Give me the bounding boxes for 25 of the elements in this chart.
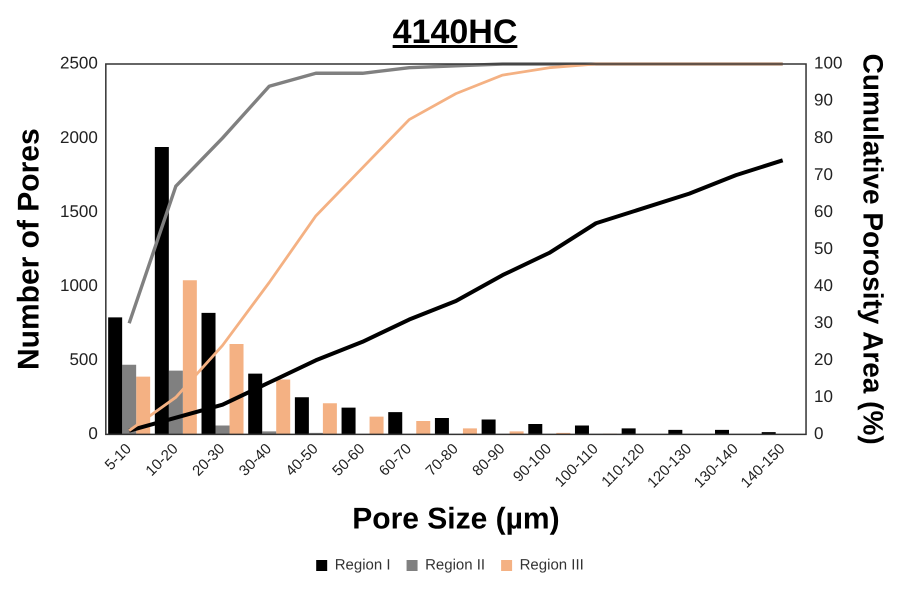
y2-tick-label: 10 [814, 387, 833, 406]
legend-label: Region I [334, 556, 391, 574]
y2-tick-label: 70 [814, 164, 833, 184]
y-tick-label: 1500 [60, 202, 98, 221]
y2-tick-label: 60 [814, 202, 833, 221]
x-axis-title: Pore Size (µm) [352, 502, 560, 536]
y2-axis-title: Cumulative Porosity Area (%) [857, 54, 888, 445]
y-axis-title: Number of Pores [12, 128, 46, 370]
y2-tick-label: 50 [814, 238, 833, 258]
y-tick-label: 0 [88, 424, 98, 444]
y-tick-label: 500 [69, 350, 98, 369]
chart-title: 4140HC [392, 13, 518, 51]
y2-tick-label: 80 [814, 128, 833, 147]
legend-label: Region III [520, 556, 584, 574]
y2-tick-label: 90 [814, 90, 833, 110]
y-tick-label: 1000 [60, 276, 98, 295]
y2-tick-label: 30 [814, 312, 833, 332]
y2-tick-label: 0 [814, 424, 824, 444]
y-tick-label: 2500 [60, 54, 98, 73]
y2-tick-label: 20 [814, 350, 833, 369]
x-tick-label: 5-10 [102, 440, 135, 474]
legend-label: Region II [425, 556, 486, 574]
y2-tick-label: 100 [814, 54, 842, 73]
y-tick-label: 2000 [60, 128, 98, 147]
y2-tick-label: 40 [814, 276, 833, 295]
